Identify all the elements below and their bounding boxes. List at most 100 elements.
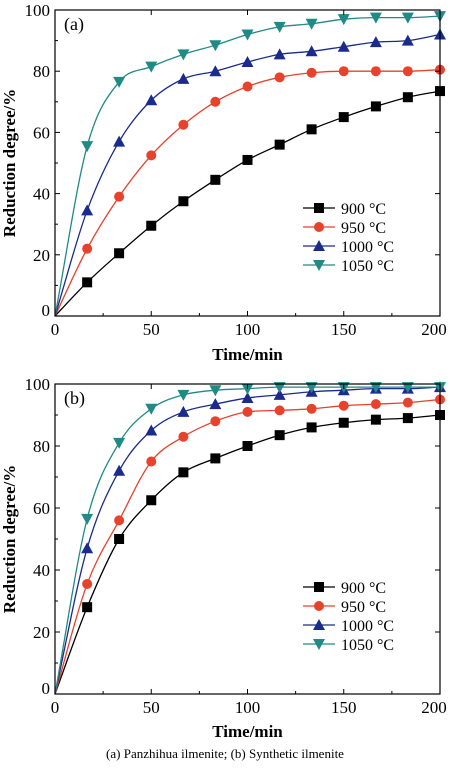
data-point [81,204,94,216]
data-point [81,542,94,554]
y-tick-label: 20 [33,246,50,265]
y-tick-label: 40 [33,561,50,580]
data-point [81,513,94,525]
legend-label: 900 °C [341,201,386,218]
data-point [402,92,413,103]
y-tick-label: 100 [25,1,51,20]
x-tick-label: 50 [143,320,160,339]
x-tick-label: 150 [331,320,357,339]
legend-marker [313,260,325,271]
data-point [114,248,125,259]
legend-label: 1000 °C [341,239,394,256]
data-point [177,405,190,417]
data-point [82,602,93,613]
data-point [338,66,349,77]
data-point [306,67,317,78]
data-point [401,382,414,394]
data-point [369,36,382,48]
legend-label: 1000 °C [341,618,394,635]
x-axis-label: Time/min [212,345,283,364]
x-tick-label: 100 [235,698,261,717]
data-point [82,277,93,288]
series-line-circle [54,69,441,317]
data-point [402,397,413,408]
data-point [145,424,158,436]
data-point [338,112,349,123]
data-point [210,416,221,427]
panel-label: (a) [64,14,84,35]
data-point [178,196,189,207]
data-point [145,94,158,106]
data-point [337,14,350,26]
legend-marker [313,240,325,251]
data-point [210,96,221,107]
legend-label: 950 °C [341,599,386,616]
data-point [306,124,317,135]
data-point [177,72,190,84]
x-tick-label: 0 [51,698,60,717]
y-tick-label: 60 [33,499,50,518]
y-tick-label: 80 [33,437,50,456]
data-point [177,49,190,61]
data-point [113,464,126,476]
data-point [113,135,126,147]
y-tick-label: 0 [42,679,51,698]
data-point [178,431,189,442]
y-tick-label: 40 [33,185,50,204]
data-point [241,56,254,68]
legend-marker [314,203,324,213]
data-point [402,413,413,424]
legend-label: 1050 °C [341,258,394,275]
data-point [113,76,126,88]
data-point [114,515,125,526]
figure: 0 50 100 150 200020406080100(a)Time/minReduc… [0,1,447,740]
data-point [370,414,381,425]
chart-panel-a: 0 50 100 150 200 0 20 40 60 80 100 (a) Time/min Reduc… [0,1,447,364]
data-point [146,456,157,467]
data-point [146,220,157,231]
legend-marker [314,601,324,611]
x-tick-label: 50 [143,698,160,717]
data-point [305,18,318,30]
data-point [338,417,349,428]
x-tick-label: 0 [51,320,60,339]
data-point [306,422,317,433]
data-point [114,534,125,544]
data-point [401,12,414,24]
data-point [209,40,222,52]
data-point [402,66,413,77]
data-point [210,174,221,185]
data-point [274,430,285,441]
data-point [369,12,382,24]
legend-label: 950 °C [341,220,386,237]
data-point [273,382,286,394]
data-point [369,382,382,394]
data-point [370,66,381,77]
data-point [145,61,158,73]
data-point [273,48,286,60]
data-point [305,382,318,394]
y-axis-label: Reduction degree/% [0,465,19,613]
legend-label: 900 °C [341,580,386,597]
data-point [338,400,349,411]
data-point [146,150,157,161]
y-tick-label: 100 [25,375,51,394]
figure-caption: (a) Panzhihua ilmenite; (b) Synthetic il… [106,746,344,761]
legend-marker [314,222,324,232]
legend-marker [313,639,325,650]
data-point [209,398,222,410]
data-point [242,441,253,451]
data-point [305,45,318,57]
legend-label: 1050 °C [341,637,394,654]
y-tick-label: 0 [42,301,51,320]
data-point [209,385,222,397]
legend-marker [314,582,324,592]
legend-marker [313,619,325,630]
data-point [241,391,254,403]
data-point [82,243,93,254]
data-point [82,578,93,589]
y-tick-label: 20 [33,623,50,642]
data-point [274,405,285,416]
x-tick-label: 100 [235,320,261,339]
chart-panel-b: 0 50 100 150 200 0 20 40 60 80 100 (b) Time/min Reduc… [0,375,447,740]
